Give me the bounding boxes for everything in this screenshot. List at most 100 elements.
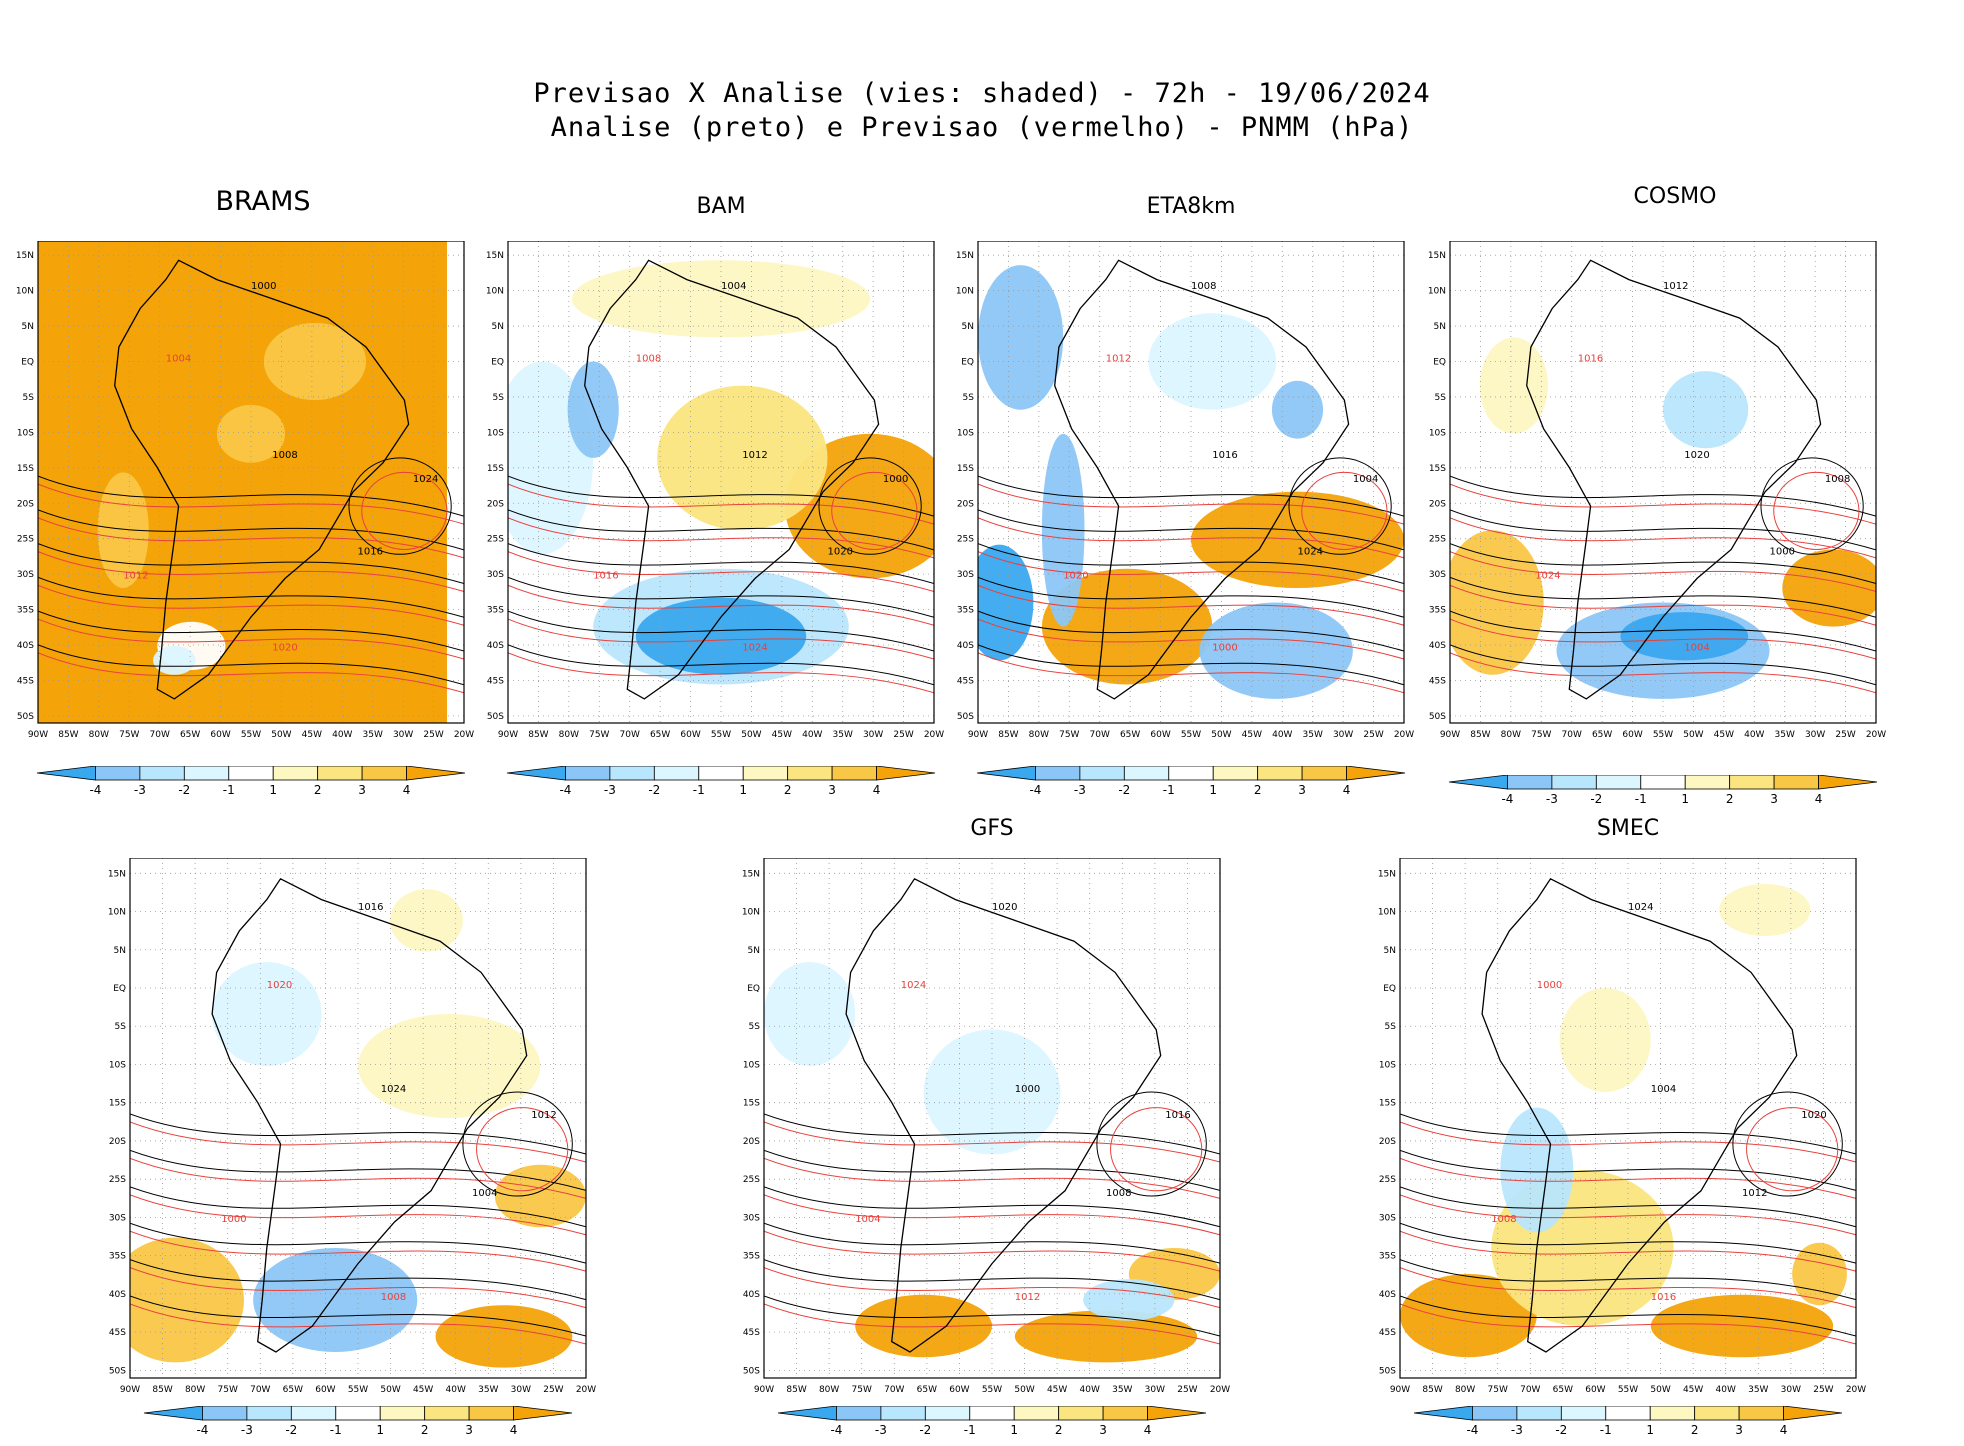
lat-tick-label: 50S: [487, 712, 504, 722]
colorbar-segment: [787, 766, 833, 781]
analysis-isobar: [1400, 1222, 1856, 1264]
colorbar-label: 4: [510, 1423, 518, 1437]
lat-tick-label: 40S: [1429, 641, 1446, 651]
lat-tick-label: 25S: [109, 1175, 126, 1185]
lon-tick-label: 50W: [1683, 730, 1703, 740]
bias-area: [130, 1237, 244, 1363]
lat-tick-label: 30S: [487, 570, 504, 580]
colorbar-label: -2: [1555, 1423, 1567, 1437]
forecast-isobar: [1450, 652, 1876, 694]
lon-tick-label: 25W: [893, 730, 913, 740]
colorbar-segment: [1694, 1406, 1740, 1421]
analysis-isobar: [1400, 1149, 1856, 1191]
lon-tick-label: 30W: [511, 1385, 531, 1395]
lon-tick-label: 70W: [620, 730, 640, 740]
isobar-label: 1012: [1742, 1188, 1767, 1199]
isobar-label: 1016: [1578, 354, 1603, 365]
forecast-isobar: [508, 551, 934, 593]
colorbar-label: -2: [285, 1423, 297, 1437]
lon-tick-label: 50W: [1014, 1385, 1034, 1395]
lon-tick-label: 50W: [741, 730, 761, 740]
colorbar-label: 1: [1646, 1423, 1654, 1437]
analysis-isobar: [130, 1149, 586, 1191]
forecast-isobar: [38, 551, 464, 593]
lon-tick-label: 90W: [28, 730, 48, 740]
lon-tick-label: 40W: [802, 730, 822, 740]
forecast-isobar: [508, 584, 934, 626]
isobar-label: 1000: [1015, 1084, 1040, 1095]
bias-area: [1719, 884, 1811, 936]
lat-tick-label: 10S: [487, 428, 504, 438]
colorbar-label: -2: [919, 1423, 931, 1437]
analysis-isobar: [818, 457, 922, 555]
lat-tick-label: 20S: [487, 499, 504, 509]
colorbar-smec: -4 -3 -2 -1 1 2 3 4: [1413, 1406, 1843, 1437]
lat-tick-label: 5N: [114, 946, 126, 956]
panel-title-brams: BRAMS: [215, 186, 311, 217]
isobar-label: 1016: [1165, 1110, 1190, 1121]
isobar-label: 1012: [1663, 281, 1688, 292]
isobar-label: 1024: [1628, 902, 1653, 913]
colorbar-label: 2: [784, 783, 792, 797]
lon-tick-label: 60W: [949, 1385, 969, 1395]
coastline: [1526, 259, 1822, 700]
colorbar-segment: [468, 1406, 514, 1421]
lat-tick-label: 20S: [1379, 1137, 1396, 1147]
colorbar-label: 2: [1254, 783, 1262, 797]
lat-tick-label: EQ: [961, 358, 974, 368]
analysis-isobar: [1400, 1295, 1856, 1337]
coastline: [114, 259, 410, 700]
analysis-isobar: [1400, 1113, 1856, 1155]
lon-tick-label: 25W: [1835, 730, 1855, 740]
isobar-label: 1008: [272, 450, 297, 461]
coastline: [845, 877, 1162, 1353]
isobar-label: 1024: [413, 474, 438, 485]
lat-tick-label: EQ: [1383, 984, 1396, 994]
isobar-label: 1004: [1353, 474, 1378, 485]
bias-area: [494, 1164, 586, 1228]
lat-tick-label: 15N: [1428, 251, 1446, 261]
isobar-label: 1016: [358, 902, 383, 913]
colorbar-segment: [506, 766, 566, 781]
colorbar-segment: [361, 766, 407, 781]
bias-area: [1450, 530, 1544, 675]
lat-tick-label: 40S: [957, 641, 974, 651]
lat-tick-label: 40S: [109, 1290, 126, 1300]
forecast-isobar: [1450, 483, 1876, 525]
lon-tick-label: 90W: [754, 1385, 774, 1395]
colorbar-label: -4: [1029, 783, 1041, 797]
bias-area: [1400, 1274, 1537, 1358]
isobar-label: 1000: [1537, 980, 1562, 991]
lon-tick-label: 30W: [863, 730, 883, 740]
analysis-isobar: [1450, 610, 1876, 652]
analysis-isobar: [38, 576, 464, 618]
colorbar-segment: [183, 766, 230, 781]
colorbar-segment: [317, 766, 363, 781]
colorbar-segment: [1818, 775, 1878, 790]
lat-tick-label: 5N: [1434, 322, 1446, 332]
lat-tick-label: 10N: [742, 908, 760, 918]
lat-tick-label: 35S: [1379, 1252, 1396, 1262]
colorbar-label: 4: [403, 783, 411, 797]
lon-tick-label: 35W: [363, 730, 383, 740]
isobar-label: 1024: [1535, 570, 1560, 581]
map-smec: 1024 1000 1004 1008 1012 1016 1020 90W 85W 80W 75W…: [1378, 858, 1866, 1395]
colorbar-label: -4: [1501, 792, 1513, 806]
analysis-isobar: [348, 457, 452, 555]
lon-tick-label: 85W: [58, 730, 78, 740]
colorbar-label: 4: [873, 783, 881, 797]
isobar-label: 1000: [1212, 643, 1237, 654]
lon-tick-label: 50W: [1211, 730, 1231, 740]
forecast-isobar: [130, 1157, 586, 1199]
bias-area: [212, 962, 322, 1066]
analysis-isobar: [1288, 457, 1392, 555]
colorbar-label: -3: [1074, 783, 1086, 797]
lon-tick-label: 75W: [1488, 1385, 1508, 1395]
colorbar-label: -1: [1163, 783, 1175, 797]
isobar-label: 1000: [1770, 546, 1795, 557]
lat-tick-label: 35S: [1429, 606, 1446, 616]
isobar-label: 1004: [166, 354, 191, 365]
map-bam: 1004 1008 1012 1016 1020 1024 1000 90W 85W 80W 75W…: [486, 241, 944, 740]
colorbar-segment: [1560, 1406, 1607, 1421]
forecast-isobar: [764, 1194, 1220, 1236]
